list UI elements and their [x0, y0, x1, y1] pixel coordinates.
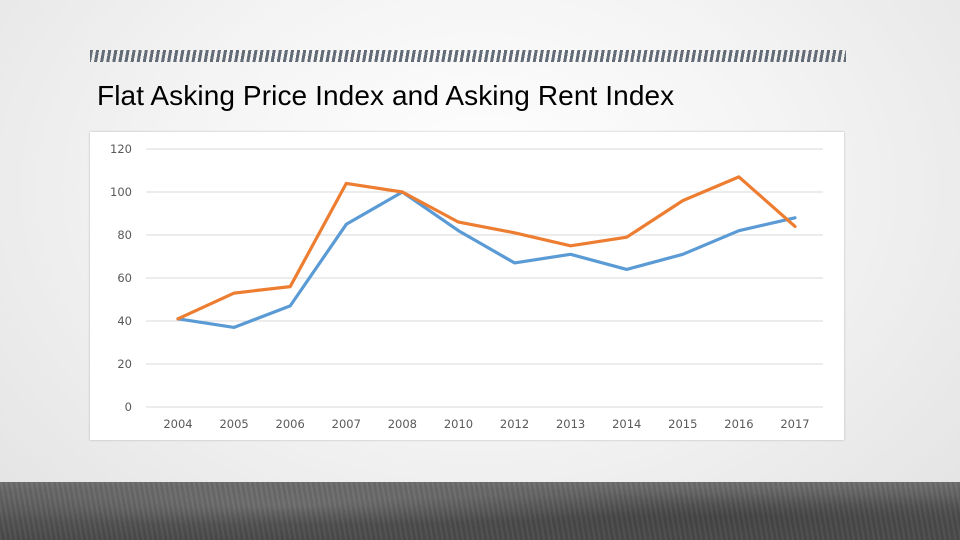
chart-area: 0 20 40 60 80 100 120 2004 2005 2006 2007 2008 2010…	[90, 132, 844, 440]
y-tick-label: 100	[110, 185, 132, 199]
x-tick-label: 2016	[724, 417, 753, 431]
slide-title: Flat Asking Price Index and Asking Rent …	[97, 80, 675, 111]
floor-background	[0, 482, 960, 540]
x-axis-tick-labels: 2004 2005 2006 2007 2008 2010 2012 2013 2014 2015…	[163, 417, 809, 431]
gridlines	[146, 148, 823, 408]
y-tick-label: 80	[117, 228, 132, 242]
y-tick-label: 120	[110, 142, 132, 156]
y-tick-label: 20	[117, 357, 132, 371]
line-chart: 0 20 40 60 80 100 120 2004 2005 2006 2007 2008 2010…	[110, 142, 823, 431]
x-tick-label: 2008	[388, 417, 417, 431]
x-tick-label: 2017	[780, 417, 809, 431]
x-tick-label: 2013	[556, 417, 585, 431]
y-tick-label: 0	[125, 400, 132, 414]
y-axis-tick-labels: 0 20 40 60 80 100 120	[110, 142, 132, 414]
series-line-2	[176, 175, 797, 321]
y-tick-label: 40	[117, 314, 132, 328]
decorative-hatch-bar	[90, 50, 846, 62]
x-tick-label: 2010	[444, 417, 473, 431]
series-line-1	[176, 190, 797, 329]
x-tick-label: 2007	[332, 417, 361, 431]
series-lines	[176, 175, 797, 329]
x-tick-label: 2014	[612, 417, 641, 431]
x-tick-label: 2004	[163, 417, 192, 431]
x-tick-label: 2005	[219, 417, 248, 431]
x-tick-label: 2006	[276, 417, 305, 431]
x-tick-label: 2012	[500, 417, 529, 431]
y-tick-label: 60	[117, 271, 132, 285]
x-tick-label: 2015	[668, 417, 697, 431]
